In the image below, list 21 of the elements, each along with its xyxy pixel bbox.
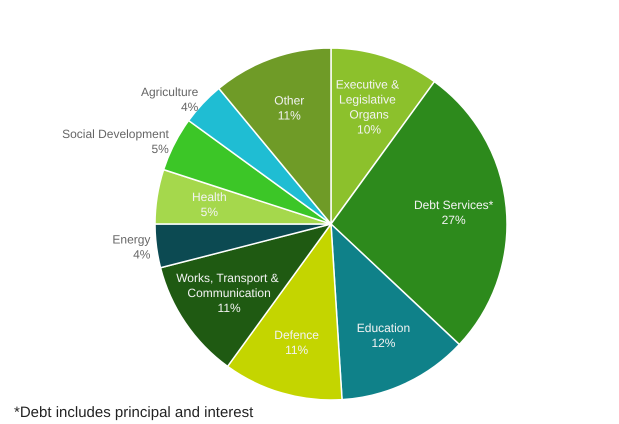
data-label: 5% [200,205,218,220]
data-label: 4% [133,247,151,262]
text: *Debt includes principal and interest [14,404,254,421]
slice-label: Agriculture [140,84,199,99]
data-label: 11% [218,301,241,316]
slice-label: Education [356,320,410,335]
slice-label: Executive & Legislative Organs [336,77,402,122]
slice-label: Social Development [62,126,170,141]
slice-label: Works, Transport & Communication [176,271,282,300]
data-label: 11% [285,342,309,357]
data-label: 10% [357,122,382,136]
slice-label: Health [192,190,227,204]
slice-label: Defence [274,328,320,342]
data-label: 4% [180,100,199,114]
data-label: 27% [442,212,466,227]
data-label: 11% [278,108,302,123]
slice-label: Energy [112,232,150,246]
slice-label: Other [274,94,304,108]
data-label: 5% [151,142,170,156]
slice-label: Debt Services* [414,198,494,212]
data-label: 12% [371,336,396,350]
